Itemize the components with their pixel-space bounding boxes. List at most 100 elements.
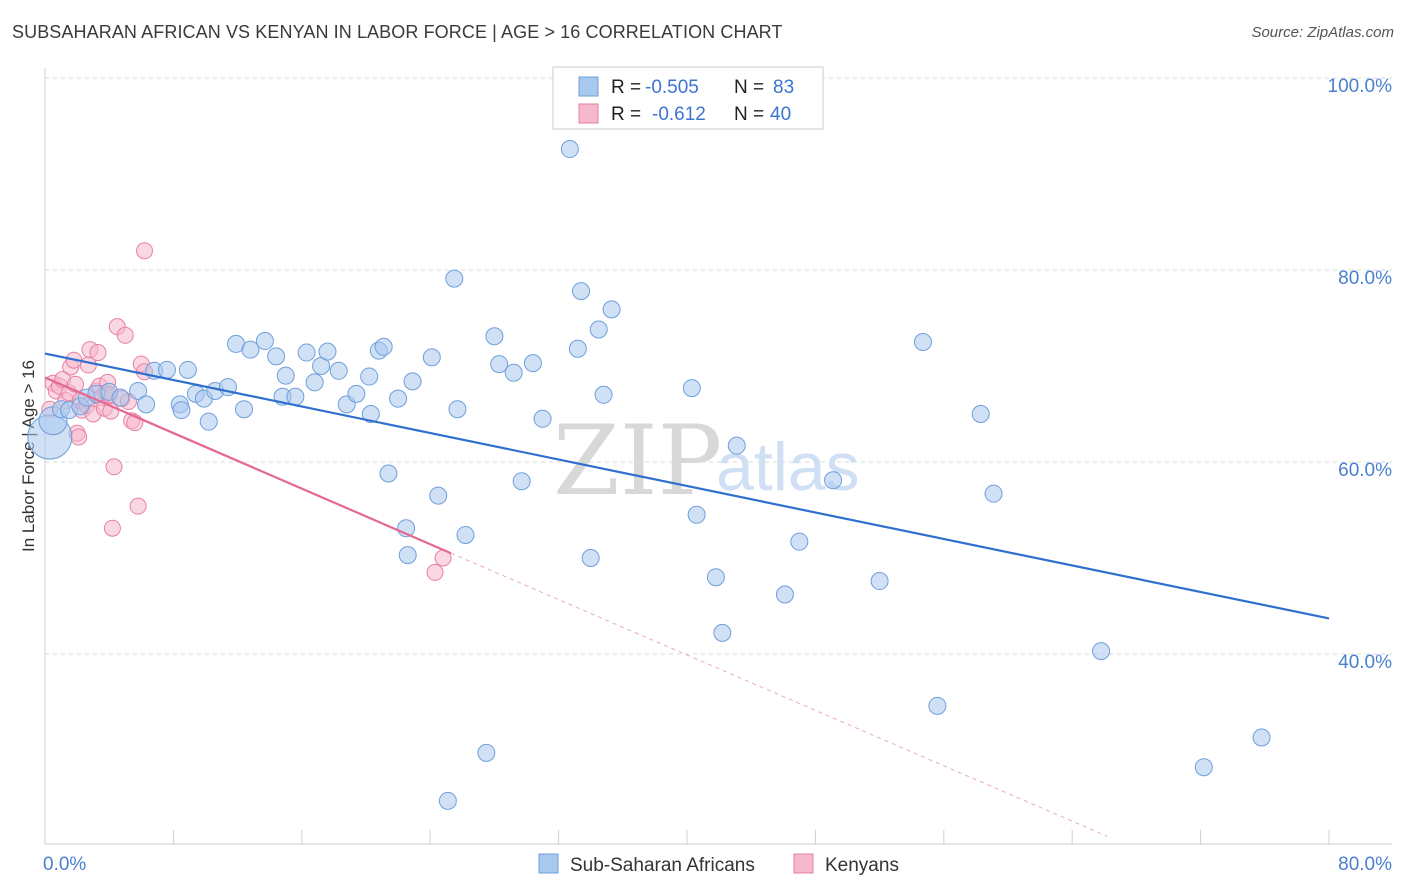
sub-saharan-point (928, 696, 947, 715)
sub-saharan-point (790, 532, 809, 551)
legend-swatch-blue (578, 76, 599, 97)
sub-saharan-point (581, 549, 600, 567)
kenyan-trend-extension (450, 552, 1108, 837)
sub-saharan-point (360, 367, 379, 386)
trend-lines (44, 352, 1330, 837)
sub-saharan-point (445, 269, 464, 288)
bottom-legend-swatch-blue (538, 853, 559, 874)
legend-r-label-blue: R = (611, 77, 641, 98)
sub-saharan-point (297, 343, 316, 362)
bottom-legend-swatch-pink (793, 853, 814, 874)
sub-saharan-point (568, 339, 587, 358)
sub-saharan-point (706, 568, 725, 587)
sub-saharan-point (824, 471, 843, 490)
sub-saharan-point (971, 405, 990, 423)
y-tick-label: 80.0% (1338, 268, 1392, 289)
sub-saharan-point (448, 400, 467, 419)
sub-saharan-point (347, 384, 366, 403)
sub-saharan-point (1194, 758, 1213, 777)
sub-saharan-point (589, 320, 608, 339)
sub-saharan-point (477, 743, 496, 762)
sub-saharan-point (111, 388, 130, 407)
y-axis-label: In Labor Force | Age > 16 (19, 360, 38, 552)
sub-saharan-point (523, 354, 542, 373)
sub-saharan-point (512, 472, 531, 491)
sub-saharan-point (235, 400, 254, 419)
source-credit: Source: ZipAtlas.com (1251, 24, 1394, 41)
sub-saharan-point (178, 360, 197, 379)
sub-saharan-point (329, 361, 348, 380)
sub-saharan-point (775, 585, 794, 604)
legend-n-label-pink: N = (734, 104, 764, 125)
watermark: ZIP atlas (553, 405, 860, 517)
sub-saharan-point (913, 333, 932, 351)
legend-box: R = -0.505 N = 83 R = -0.612 N = 40 (552, 66, 824, 130)
sub-saharan-point (485, 327, 504, 346)
sub-saharan-point (572, 282, 591, 301)
sub-saharan-point (870, 572, 889, 591)
y-tick-label: 40.0% (1338, 652, 1392, 673)
y-tick-label: 60.0% (1338, 460, 1392, 481)
sub-saharan-point (422, 348, 441, 367)
watermark-zip: ZIP (553, 405, 722, 517)
sub-saharan-point (438, 791, 457, 810)
kenyan-point (129, 497, 147, 515)
legend-r-label-pink: R = (611, 104, 641, 125)
legend-r-value-pink: -0.612 (652, 104, 706, 125)
sub-saharan-point (984, 484, 1003, 503)
sub-saharan-point (374, 337, 393, 356)
kenyan-point (116, 326, 134, 344)
sub-saharan-point (490, 355, 509, 374)
kenyan-point (426, 563, 444, 581)
sub-saharan-point (199, 412, 218, 431)
sub-saharan-point (276, 366, 295, 385)
sub-saharan-point (602, 300, 621, 319)
sub-saharan-point (403, 372, 422, 391)
sub-saharan-point (727, 436, 746, 455)
legend-n-value-blue: 83 (773, 77, 794, 98)
sub-saharan-point (361, 405, 380, 423)
sub-saharan-point (157, 360, 176, 379)
kenyan-trend-line (44, 376, 452, 555)
tick-labels: 100.0% 80.0% 60.0% 40.0% 0.0% 80.0% (43, 76, 1392, 875)
kenyan-point (105, 458, 123, 476)
legend-n-value-pink: 40 (770, 104, 791, 125)
kenyan-point (136, 242, 154, 260)
sub-saharan-point (429, 486, 448, 505)
legend-n-label-blue: N = (734, 77, 764, 98)
sub-saharan-point (713, 623, 732, 642)
sub-saharan-point (286, 387, 305, 406)
x-tick-label-min: 0.0% (43, 854, 86, 875)
sub-saharan-point (533, 409, 552, 428)
sub-saharan-points (27, 140, 1271, 810)
sub-saharan-point (137, 395, 156, 414)
sub-saharan-trend-line (44, 352, 1330, 620)
sub-saharan-point (389, 389, 408, 408)
bottom-legend-kenyans: Kenyans (825, 855, 899, 876)
sub-saharan-point (129, 381, 148, 400)
bottom-legend-sub-saharan: Sub-Saharan Africans (570, 855, 755, 876)
gridlines (45, 77, 1392, 655)
sub-saharan-point (255, 332, 274, 351)
sub-saharan-point (1092, 642, 1111, 661)
kenyan-point (70, 428, 88, 446)
x-tick-label-max: 80.0% (1338, 854, 1392, 875)
sub-saharan-point (305, 373, 324, 392)
sub-saharan-point (172, 401, 191, 420)
sub-saharan-point (687, 505, 706, 524)
sub-saharan-point (682, 379, 701, 398)
sub-saharan-point (379, 464, 398, 483)
bottom-legend: Sub-Saharan Africans Kenyans (538, 853, 899, 876)
sub-saharan-point (560, 140, 579, 159)
sub-saharan-point (398, 546, 417, 565)
sub-saharan-point (318, 342, 337, 361)
sub-saharan-point (241, 340, 260, 359)
sub-saharan-point (594, 385, 613, 404)
kenyan-point (103, 519, 121, 537)
legend-swatch-pink (578, 103, 599, 124)
chart-title: SUBSAHARAN AFRICAN VS KENYAN IN LABOR FO… (12, 22, 783, 42)
sub-saharan-point (267, 347, 286, 366)
legend-r-value-blue: -0.505 (645, 77, 699, 98)
sub-saharan-point (456, 525, 475, 544)
y-tick-label: 100.0% (1328, 76, 1393, 97)
